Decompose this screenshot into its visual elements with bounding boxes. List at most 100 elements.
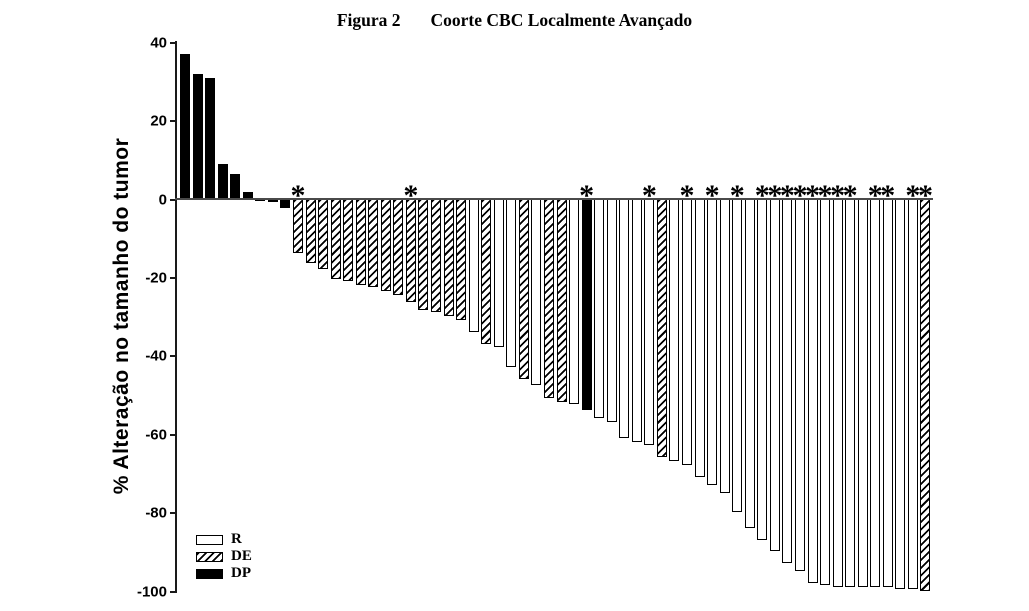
bar-dp [205,77,216,200]
bar-de [920,198,931,591]
asterisk-marker: * [729,178,745,212]
figure-title-row: Figura 2 Coorte CBC Localmente Avançado [0,10,1029,31]
legend-swatch-hatched-icon [196,551,223,562]
zero-baseline [175,198,933,200]
bar-de [343,198,354,281]
bar-de [556,198,567,403]
bar-de [481,198,492,344]
bar-r [682,198,692,466]
bar-r [769,198,780,552]
bar-r [719,198,730,493]
bar-r [870,198,881,587]
y-tick-mark [170,120,176,123]
bar-r [794,198,805,571]
y-tick-mark [170,355,176,358]
y-tick-mark [170,41,176,44]
y-tick-label: 40 [150,34,167,52]
legend: R DE DP [196,531,252,582]
asterisk-marker: * [880,178,896,212]
bar-r [707,198,718,485]
bar-de [431,198,441,313]
bar-dp [192,74,203,200]
asterisk-marker: * [579,178,595,212]
asterisk-marker: * [641,178,657,212]
asterisk-marker: * [779,178,795,212]
asterisk-marker: * [754,178,770,212]
figure-title: Coorte CBC Localmente Avançado [430,10,693,30]
bar-de [656,198,667,458]
bar-de [380,198,391,291]
bar-r [832,198,843,587]
bar-dp [180,54,190,200]
asterisk-marker: * [842,178,858,212]
figure-number-label: Figura 2 [336,10,401,30]
legend-swatch-black-icon [196,568,223,579]
bar-r [606,198,617,422]
y-tick-mark [170,590,176,593]
legend-label-dp: DP [231,565,251,581]
bar-de [393,198,404,295]
bar-de [518,198,529,379]
bar-r [594,198,605,419]
bar-r [493,198,504,348]
y-tick-label: -80 [145,504,167,522]
bar-de [305,198,316,264]
asterisk-marker: * [403,178,419,212]
y-tick-mark [170,198,176,201]
asterisk-marker: * [767,178,783,212]
y-tick-mark [170,276,176,279]
bar-dp [280,198,291,209]
bar-r [782,198,793,564]
y-tick-mark [170,512,176,515]
legend-row-dp: DP [196,565,252,582]
bar-r [857,198,868,587]
asterisk-marker: * [905,178,921,212]
bar-de [418,198,429,311]
y-tick-mark [170,433,176,436]
bar-de [443,198,454,317]
asterisk-marker: * [830,178,846,212]
legend-row-r: R [196,531,252,548]
bar-r [895,198,906,589]
bar-r [569,198,580,405]
bar-r [882,198,893,587]
legend-swatch-white-icon [196,534,223,545]
bar-de [543,198,554,399]
legend-label-r: R [231,531,242,547]
bar-de [330,198,341,279]
bar-r [907,198,918,589]
y-tick-label: 0 [158,191,167,208]
asterisk-marker: * [867,178,883,212]
y-axis-line [175,41,177,593]
bar-dp [217,164,228,200]
bar-r [619,198,630,438]
bar-de [318,198,329,270]
bar-r [644,198,655,446]
y-tick-label: -40 [145,347,167,365]
asterisk-marker: * [817,178,833,212]
bar-de [456,198,467,321]
bar-r [744,198,755,528]
bar-r [631,198,642,442]
bar-dp [230,174,241,200]
bar-r [694,198,705,477]
bar-r [807,198,818,583]
bar-r [732,198,743,513]
y-tick-label: 20 [150,112,167,130]
asterisk-marker: * [290,178,306,212]
legend-row-de: DE [196,548,252,565]
bar-de [405,198,416,303]
asterisk-marker: * [805,178,820,212]
asterisk-marker: * [917,178,933,212]
bar-r [468,198,479,332]
bar-dp [581,198,592,411]
bar-de [355,198,366,285]
y-tick-label: -60 [145,426,167,444]
bar-r [845,198,856,587]
bar-r [506,198,517,368]
asterisk-marker: * [704,178,720,212]
legend-label-de: DE [231,548,252,564]
y-tick-label: -100 [136,583,167,600]
bar-r [820,198,831,585]
